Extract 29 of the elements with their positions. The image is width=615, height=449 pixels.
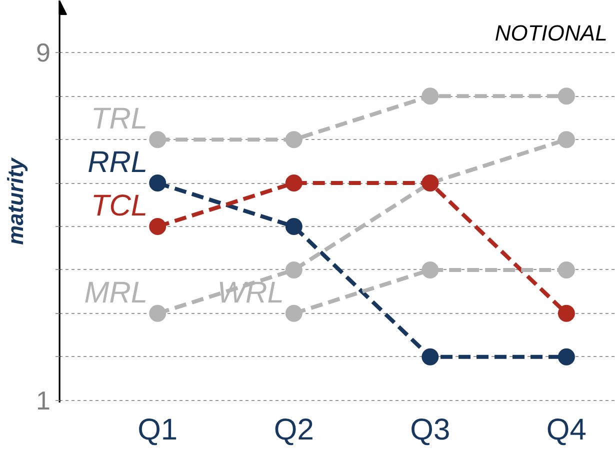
x-tick-label: Q3 (410, 414, 450, 446)
point (285, 304, 302, 322)
point (558, 348, 575, 366)
series-label: TCL (90, 189, 148, 222)
point (285, 131, 302, 148)
series-label: RRL (88, 146, 148, 180)
y-tick-label: 1 (36, 385, 51, 416)
annotation: NOTIONAL (494, 20, 608, 46)
point (422, 348, 439, 366)
point (149, 218, 166, 235)
series-label: MRL (84, 276, 148, 310)
x-tick-label: Q1 (138, 414, 178, 446)
point (558, 261, 575, 278)
point (422, 261, 439, 278)
point (422, 88, 439, 105)
x-tick-label: Q2 (274, 414, 314, 446)
series-label: TRL (90, 102, 148, 136)
point (558, 88, 575, 105)
point (149, 131, 166, 148)
x-tick-label: Q4 (546, 414, 586, 446)
point (149, 304, 166, 322)
point (285, 174, 302, 192)
y-tick-label: 9 (36, 38, 51, 68)
y-axis-title: maturity (3, 156, 28, 245)
point (149, 174, 166, 192)
point (285, 261, 302, 278)
point (558, 304, 575, 322)
point (558, 131, 575, 148)
point (285, 218, 302, 235)
